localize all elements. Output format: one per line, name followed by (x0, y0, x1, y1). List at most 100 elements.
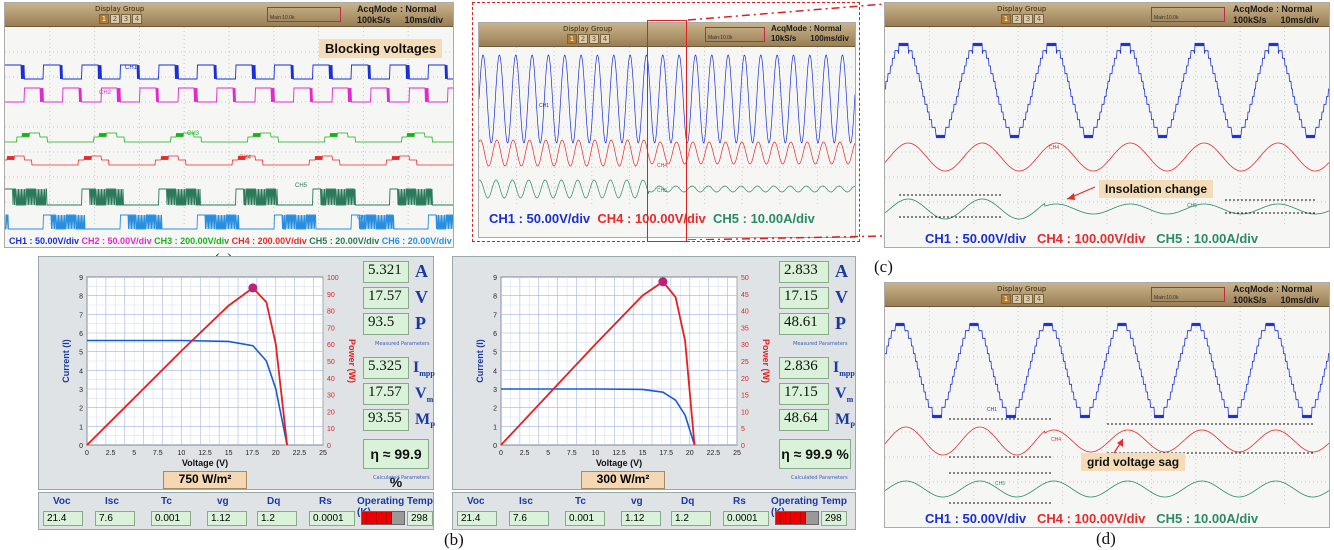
param-value-field[interactable]: 0.0001 (723, 511, 769, 526)
unit-impp: Impp (413, 359, 435, 378)
acq-info: AcqMode : Normal 100kS/s 10ms/div (357, 4, 443, 25)
group-button-2[interactable]: 2 (578, 34, 588, 44)
x-tick-label: 17.5 (245, 450, 259, 457)
annotation-grid-sag: grid voltage sag (1081, 453, 1185, 471)
y-right-axis-label: Power (W) (347, 339, 357, 383)
efficiency-value: η ≈ 99.9 % (779, 439, 851, 469)
group-button-3[interactable]: 3 (589, 34, 599, 44)
time-div: 10ms/div (404, 15, 443, 25)
param-value-field[interactable]: 1.12 (621, 511, 661, 526)
time-div: 10ms/div (1280, 15, 1319, 25)
unit-v: V (415, 287, 428, 308)
y-right-tick-label: 0 (327, 443, 331, 450)
param-value-field[interactable]: 7.6 (509, 511, 549, 526)
x-tick-label: 10 (178, 450, 186, 457)
group-button-2[interactable]: 2 (1012, 14, 1022, 24)
group-button-3[interactable]: 3 (1023, 294, 1033, 304)
operating-temp-value[interactable]: 298 (821, 511, 847, 526)
y-tick-label: 2 (493, 406, 497, 413)
calculated-params-label: Calculated Parameters (791, 475, 848, 481)
y-tick-label: 7 (79, 312, 83, 319)
group-button-2[interactable]: 2 (110, 14, 120, 24)
param-value-field[interactable]: 21.4 (43, 511, 83, 526)
y-right-tick-label: 70 (327, 325, 335, 332)
display-group-buttons: 1 2 3 4 (1001, 14, 1044, 24)
trace-label: CH4 (1049, 145, 1059, 151)
legend-ch1: CH1 : 50.00V/div (489, 211, 590, 226)
y-tick-label: 8 (79, 294, 83, 301)
param-value-field[interactable]: 1.2 (257, 511, 297, 526)
y-tick-label: 4 (493, 368, 497, 375)
group-button-3[interactable]: 3 (1023, 14, 1033, 24)
scope-panel-c: Display Group 1 2 3 4 Main:10.0k AcqMode… (884, 2, 1330, 248)
measured-voltage: 17.15 (779, 287, 829, 309)
acq-info: AcqMode : Normal 100kS/s 10ms/div (1233, 284, 1319, 305)
operating-temp-slider[interactable] (775, 511, 819, 525)
group-button-1[interactable]: 1 (99, 14, 109, 24)
param-label: vg (217, 496, 229, 507)
x-tick-label: 2.5 (106, 450, 116, 457)
group-button-4[interactable]: 4 (1034, 14, 1044, 24)
display-group-buttons: 1 2 3 4 (1001, 294, 1044, 304)
irradiance-label: 300 W/m² (581, 471, 665, 489)
calc-vm: 17.15 (779, 383, 829, 405)
operating-temp-value[interactable]: 298 (407, 511, 433, 526)
group-button-2[interactable]: 2 (1012, 294, 1022, 304)
unit-vm-sub: m (847, 395, 854, 404)
scope-panel-d: Display Group 1 2 3 4 Main:10.0k AcqMode… (884, 282, 1330, 528)
y-right-tick-label: 60 (327, 342, 335, 349)
measured-params-label: Measured Parameters (793, 341, 848, 347)
param-value-field[interactable]: 21.4 (457, 511, 497, 526)
y-tick-label: 9 (79, 275, 83, 282)
param-value-field[interactable]: 0.0001 (309, 511, 355, 526)
x-tick-label: 12.5 (612, 450, 626, 457)
x-tick-label: 22.5 (707, 450, 721, 457)
legend-ch1: CH1 : 50.00V/div (925, 231, 1026, 246)
x-tick-label: 25 (733, 450, 741, 457)
param-value-field[interactable]: 1.2 (671, 511, 711, 526)
arrow-head (1117, 439, 1123, 447)
unit-v: V (835, 287, 848, 308)
operating-temp-slider[interactable] (361, 511, 405, 525)
sample-rate: 100kS/s (357, 15, 391, 25)
param-label: Isc (105, 496, 119, 507)
caption-c: (c) (874, 257, 893, 277)
param-value-field[interactable]: 1.12 (207, 511, 247, 526)
display-group-label: Display Group (997, 5, 1046, 13)
calc-mp: 93.55 (363, 409, 409, 431)
param-value-field[interactable]: 0.001 (151, 511, 191, 526)
y-tick-label: 6 (79, 331, 83, 338)
unit-vm-sub: m (427, 395, 434, 404)
temp-fill (362, 512, 392, 524)
unit-p: P (415, 313, 426, 334)
unit-mp: MP (415, 411, 435, 430)
group-button-1[interactable]: 1 (1001, 294, 1011, 304)
x-tick-label: 7.5 (567, 450, 577, 457)
group-button-4[interactable]: 4 (1034, 294, 1044, 304)
y-tick-label: 4 (79, 368, 83, 375)
group-button-1[interactable]: 1 (567, 34, 577, 44)
param-value-field[interactable]: 0.001 (565, 511, 605, 526)
legend-ch1: CH1 : 50.00V/div (9, 236, 79, 246)
calc-vm: 17.57 (363, 383, 409, 405)
display-group-buttons: 1 2 3 4 (99, 14, 142, 24)
mpp-marker (248, 283, 257, 292)
y-right-tick-label: 20 (741, 376, 749, 383)
y-right-tick-label: 90 (327, 292, 335, 299)
y-right-tick-label: 10 (741, 409, 749, 416)
params-bar-750: Voc 21.4 Isc 7.6 Tc 0.001 vg 1.12 Dq 1.2 Rs 0.0001 O… (38, 492, 434, 530)
y-axis-label: Current (I) (61, 339, 71, 383)
group-button-4[interactable]: 4 (600, 34, 610, 44)
legend-ch4: CH4 : 100.00V/div (1037, 511, 1145, 526)
y-tick-label: 5 (79, 350, 83, 357)
group-button-4[interactable]: 4 (132, 14, 142, 24)
unit-a: A (835, 261, 848, 282)
trace-ch6 (5, 215, 453, 229)
group-button-3[interactable]: 3 (121, 14, 131, 24)
y-right-tick-label: 100 (327, 275, 339, 282)
param-value-field[interactable]: 7.6 (95, 511, 135, 526)
group-button-1[interactable]: 1 (1001, 14, 1011, 24)
irradiance-label: 750 W/m² (163, 471, 247, 489)
y-right-tick-label: 30 (741, 342, 749, 349)
param-label: Tc (575, 496, 586, 507)
